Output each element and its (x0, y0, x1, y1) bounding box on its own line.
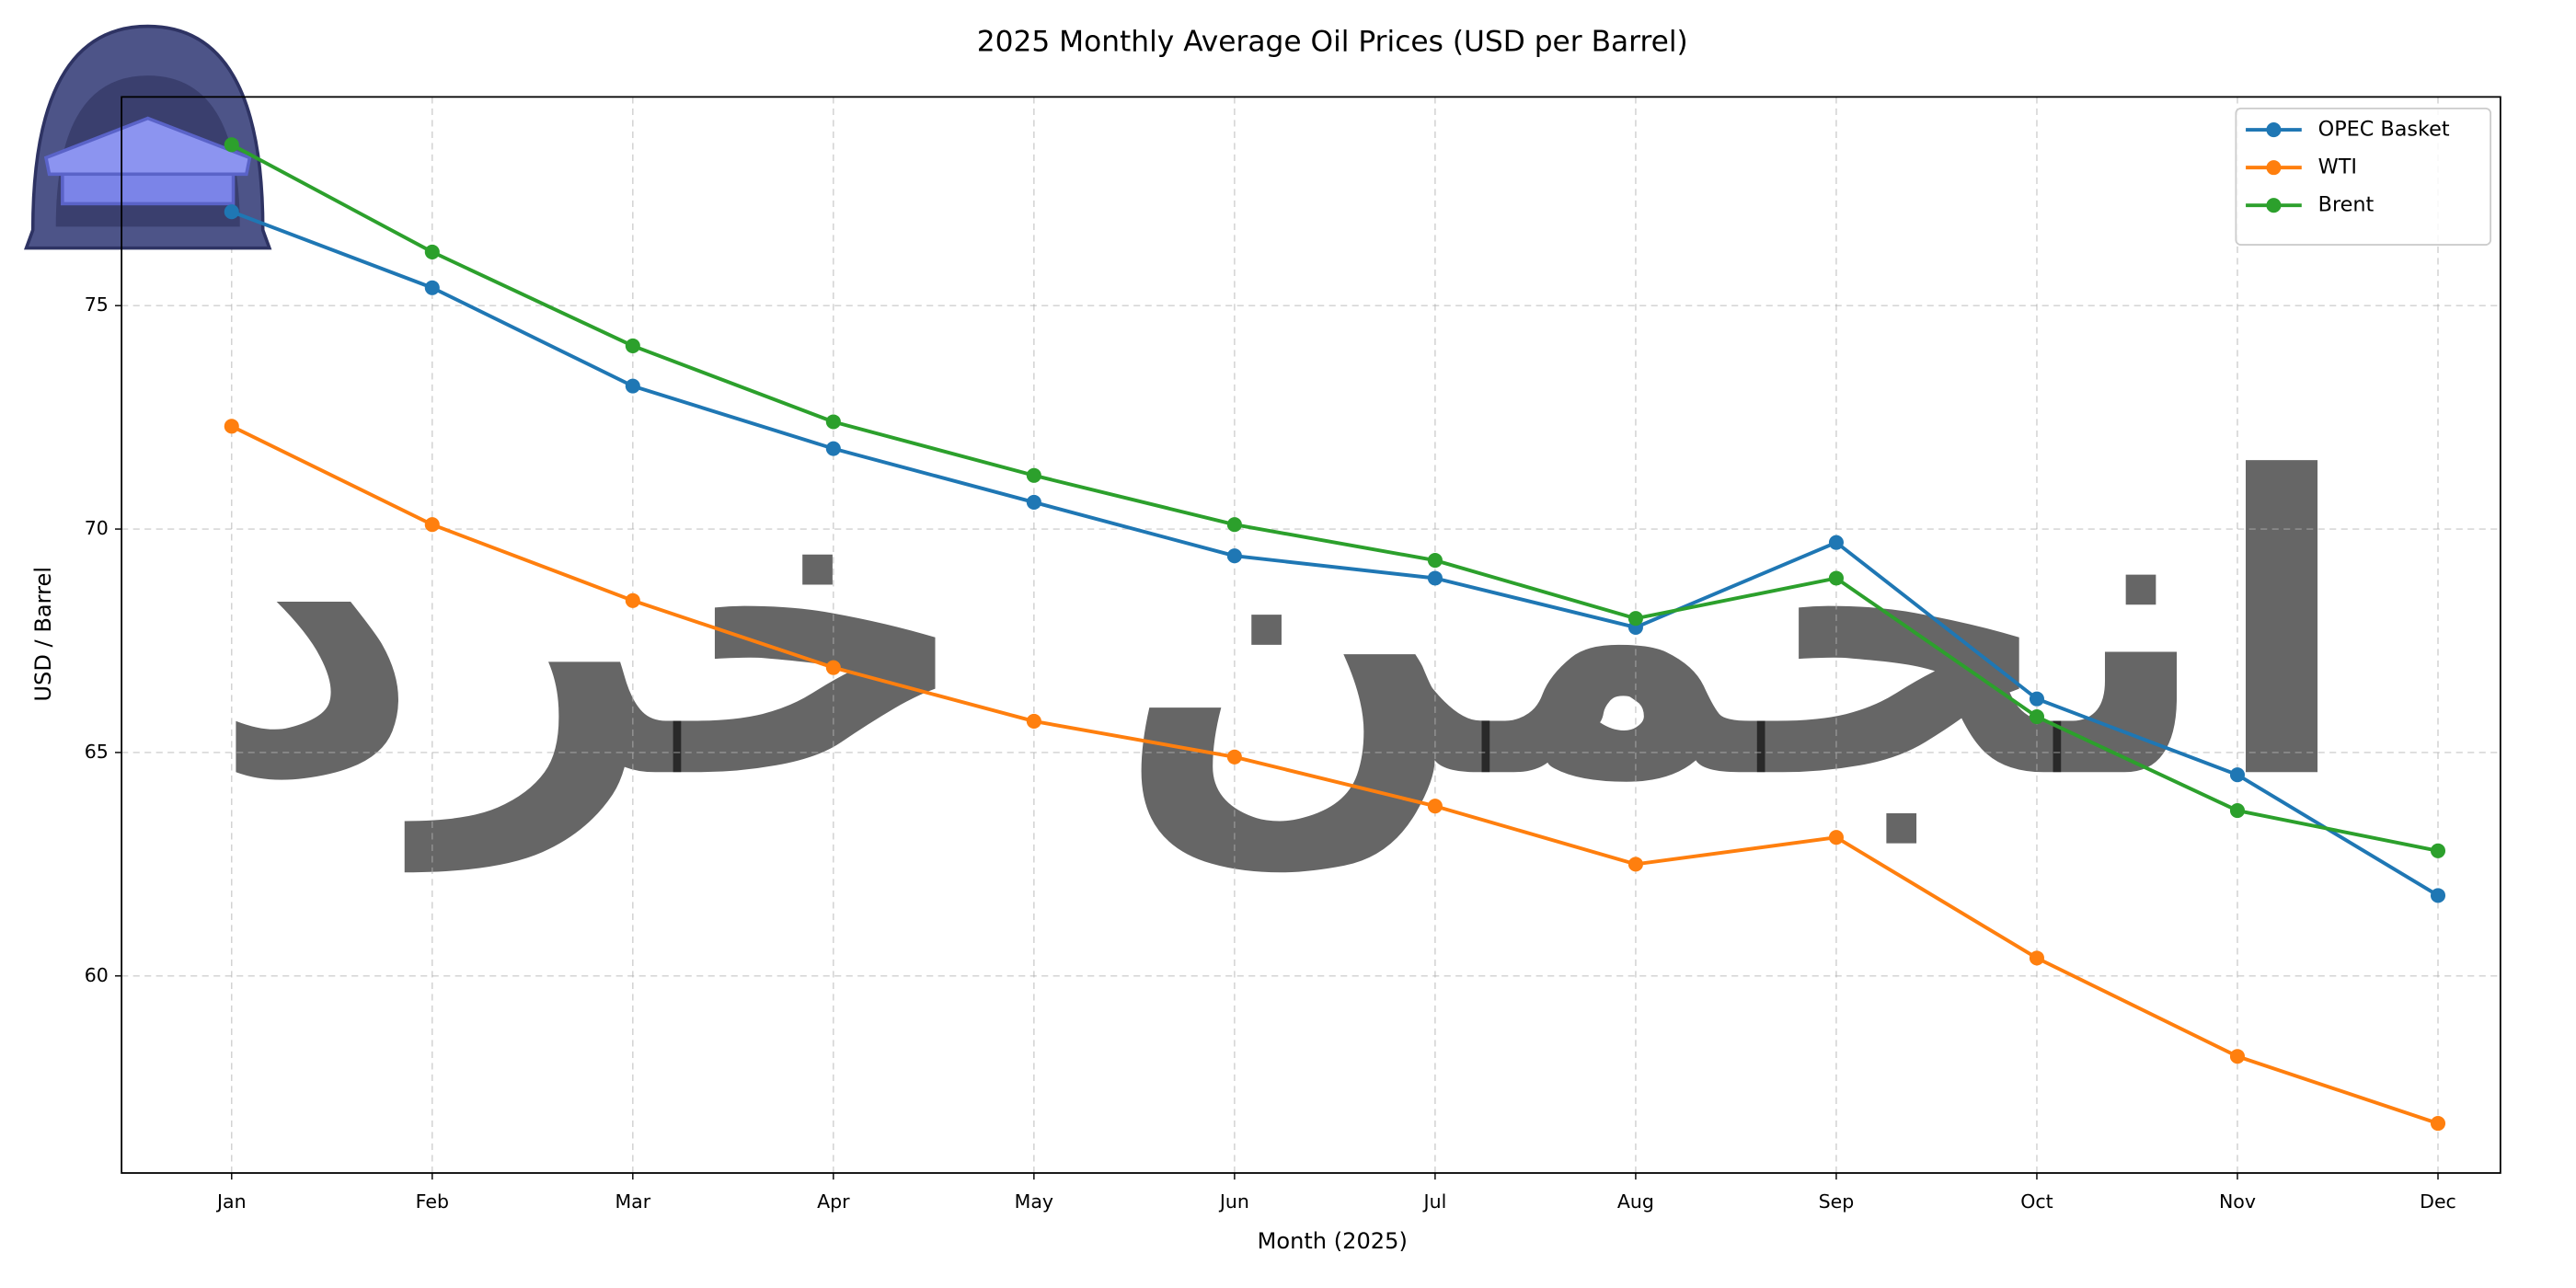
data-point (224, 204, 239, 220)
series (224, 204, 2446, 903)
x-axis-label: Month (2025) (1258, 1228, 1408, 1254)
data-point (625, 338, 640, 353)
legend-marker (2266, 122, 2282, 138)
data-point (1427, 553, 1443, 569)
x-tick-label: Apr (817, 1190, 850, 1213)
data-point (1026, 713, 1041, 729)
legend-marker (2266, 160, 2282, 176)
watermark: انجمن خرد (211, 392, 2352, 875)
series (224, 137, 2446, 858)
series-line (230, 424, 2439, 1125)
data-point (2430, 843, 2446, 858)
logo (24, 24, 272, 250)
x-tick-label: Feb (416, 1190, 449, 1213)
data-point (2029, 950, 2044, 966)
x-tick-label: Jul (1422, 1190, 1447, 1213)
series (224, 419, 2446, 1132)
legend-marker (2266, 198, 2282, 213)
data-point (2029, 709, 2044, 725)
y-tick-label: 65 (85, 741, 109, 763)
data-point (1427, 799, 1443, 814)
x-tick-label: Nov (2219, 1190, 2256, 1213)
data-point (825, 414, 841, 430)
data-point (1226, 548, 1242, 564)
data-point (1627, 857, 1643, 872)
data-point (2430, 1116, 2446, 1132)
data-point (224, 419, 239, 434)
data-point (1226, 749, 1242, 765)
series-line (230, 143, 2439, 853)
data-point (1226, 517, 1242, 533)
data-point (2229, 767, 2246, 783)
data-point (1627, 611, 1643, 627)
legend-label: WTI (2318, 155, 2357, 179)
data-point (424, 280, 440, 295)
y-tick-label: 75 (85, 293, 109, 316)
data-point (1828, 830, 1844, 845)
data-point (1427, 570, 1443, 586)
x-tick-label: Jan (215, 1190, 247, 1213)
data-point (224, 137, 239, 153)
data-point (1828, 570, 1844, 586)
data-point (2430, 888, 2446, 903)
legend-box (2235, 107, 2492, 246)
legend-label: Brent (2318, 193, 2375, 217)
series-line (231, 210, 2440, 898)
data-point (1026, 494, 1041, 510)
data-point (825, 660, 841, 675)
background-layer: انجمن خرد (121, 97, 2501, 1173)
x-tick-label: May (1015, 1190, 1053, 1213)
chart-title: 2025 Monthly Average Oil Prices (USD per… (977, 25, 1688, 58)
data-point (625, 592, 640, 608)
data-point (2029, 691, 2044, 707)
y-axis-label: USD / Barrel (30, 567, 56, 702)
data-point (424, 244, 440, 259)
legend: OPEC Basket WTI Brent (2235, 107, 2492, 246)
x-tick-label: Jun (1218, 1190, 1249, 1213)
data-point (2229, 803, 2246, 819)
data-point (2229, 1049, 2246, 1064)
x-tick-label: Aug (1617, 1190, 1654, 1213)
data-point (1026, 467, 1041, 483)
legend-label: OPEC Basket (2318, 118, 2450, 142)
x-tick-label: Dec (2420, 1190, 2456, 1213)
data-point (424, 517, 440, 533)
x-tick-label: Mar (615, 1190, 650, 1213)
data-point (625, 378, 640, 394)
y-tick-label: 60 (85, 964, 109, 986)
data-point (1828, 535, 1844, 550)
data-point (825, 441, 841, 456)
x-tick-label: Oct (2020, 1190, 2053, 1213)
x-tick-label: Sep (1819, 1190, 1855, 1213)
plot-frame (121, 96, 2501, 1174)
y-tick-label: 70 (85, 517, 109, 539)
